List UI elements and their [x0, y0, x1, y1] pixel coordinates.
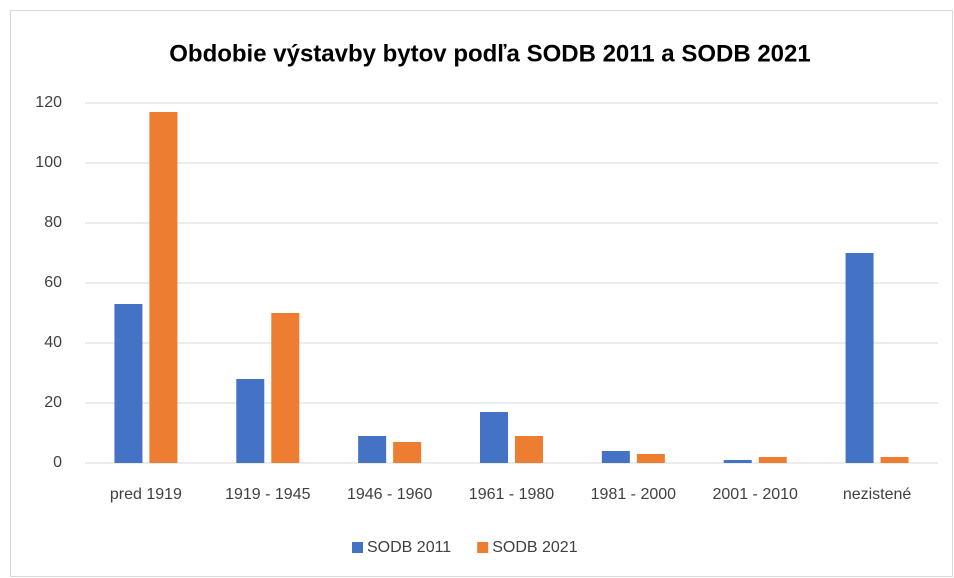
x-tick-label: 1961 - 1980 — [469, 486, 555, 503]
bar — [114, 304, 143, 463]
bar — [149, 112, 178, 463]
legend-label: SODB 2011 — [367, 539, 451, 556]
y-tick-label: 60 — [44, 274, 62, 291]
bar — [236, 379, 265, 463]
x-tick-label: 1946 - 1960 — [347, 486, 433, 503]
bar — [358, 436, 387, 463]
y-tick-label: 100 — [35, 154, 62, 171]
bar — [480, 412, 508, 463]
bar — [758, 457, 787, 463]
bar — [723, 460, 752, 463]
legend-swatch — [352, 542, 363, 553]
bar — [271, 313, 300, 463]
bar — [845, 253, 874, 463]
y-tick-label: 80 — [44, 214, 62, 231]
y-tick-label: 120 — [35, 94, 62, 111]
bar — [601, 451, 630, 463]
legend-label: SODB 2021 — [492, 539, 577, 556]
y-tick-label: 40 — [44, 334, 62, 351]
bar — [393, 442, 422, 463]
x-tick-label: 1981 - 2000 — [591, 486, 677, 503]
bar — [636, 454, 665, 463]
x-tick-label: 1919 - 1945 — [225, 486, 311, 503]
x-tick-label: nezistené — [843, 486, 912, 503]
y-tick-label: 0 — [53, 454, 62, 471]
bar — [515, 436, 543, 463]
x-tick-label: 2001 - 2010 — [713, 486, 799, 503]
chart-title: Obdobie výstavby bytov podľa SODB 2011 a… — [169, 40, 810, 67]
legend-swatch — [477, 542, 489, 553]
bar — [880, 457, 909, 463]
x-tick-label: pred 1919 — [110, 486, 182, 503]
y-tick-label: 20 — [44, 394, 62, 411]
